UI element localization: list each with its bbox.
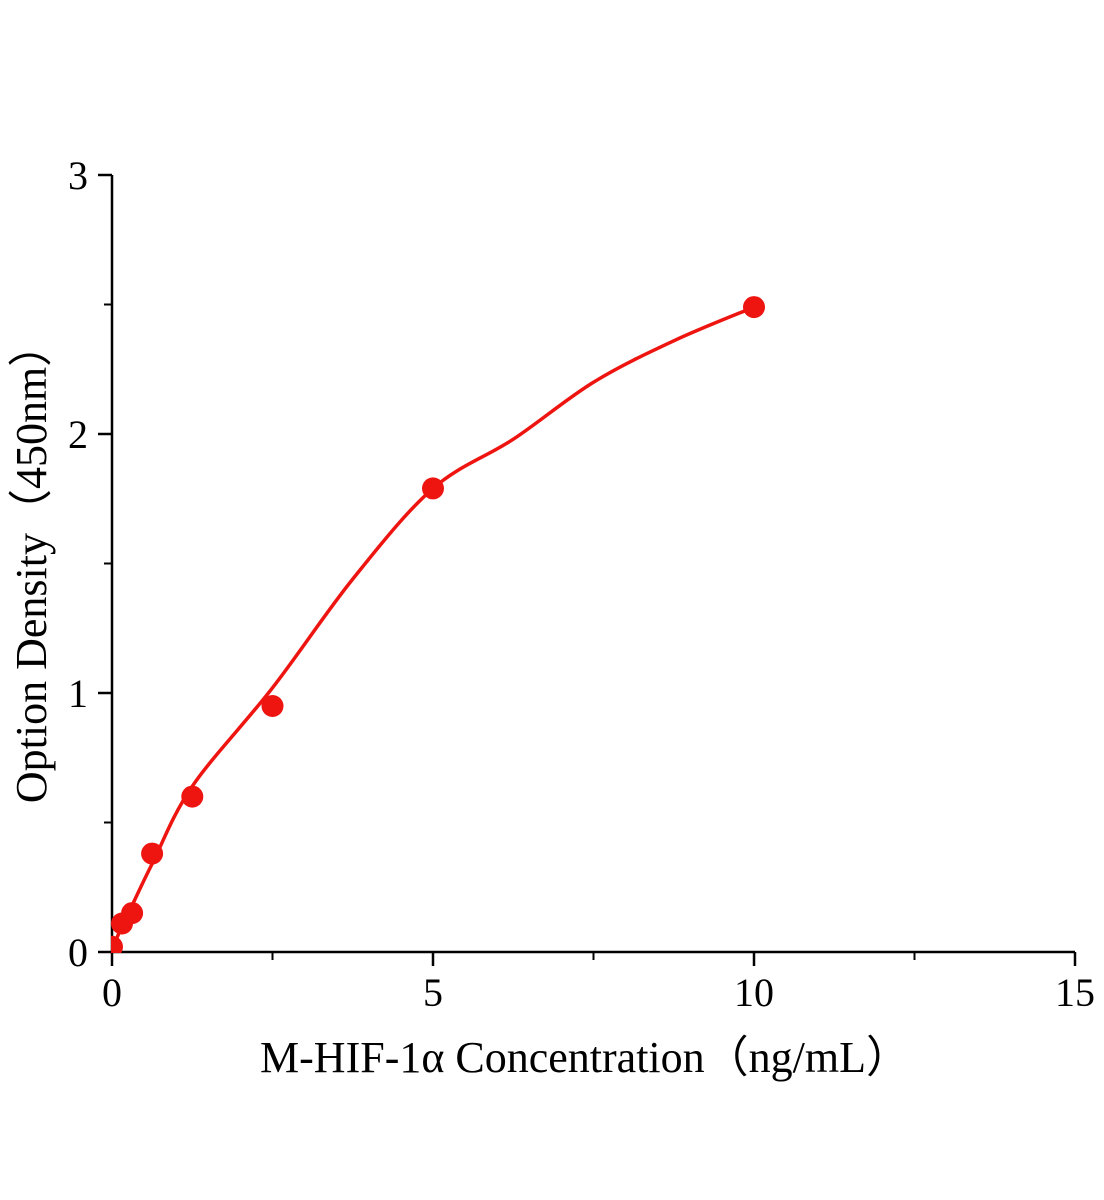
y-axis-title: Option Density（450nm） <box>7 323 56 803</box>
y-tick-label: 0 <box>68 930 88 975</box>
y-tick-label: 3 <box>68 153 88 198</box>
data-point <box>743 296 765 319</box>
data-point <box>422 477 444 500</box>
axes: 0 5 10 15 0 1 2 3 <box>68 153 1095 1015</box>
x-tick-label: 10 <box>734 970 774 1015</box>
x-axis-title: M-HIF-1α Concentration（ng/mL） <box>260 1033 910 1082</box>
data-point <box>121 902 144 925</box>
data-point <box>181 785 204 808</box>
data-point <box>111 935 123 953</box>
data-point <box>141 842 164 865</box>
x-tick-label: 5 <box>423 970 443 1015</box>
fit-curve <box>111 305 756 952</box>
y-tick-label: 1 <box>68 671 88 716</box>
x-tick-label: 15 <box>1055 970 1095 1015</box>
x-tick-label: 0 <box>102 970 122 1015</box>
data-point <box>261 695 284 717</box>
plot-series <box>111 296 765 953</box>
y-tick-label: 2 <box>68 412 88 457</box>
